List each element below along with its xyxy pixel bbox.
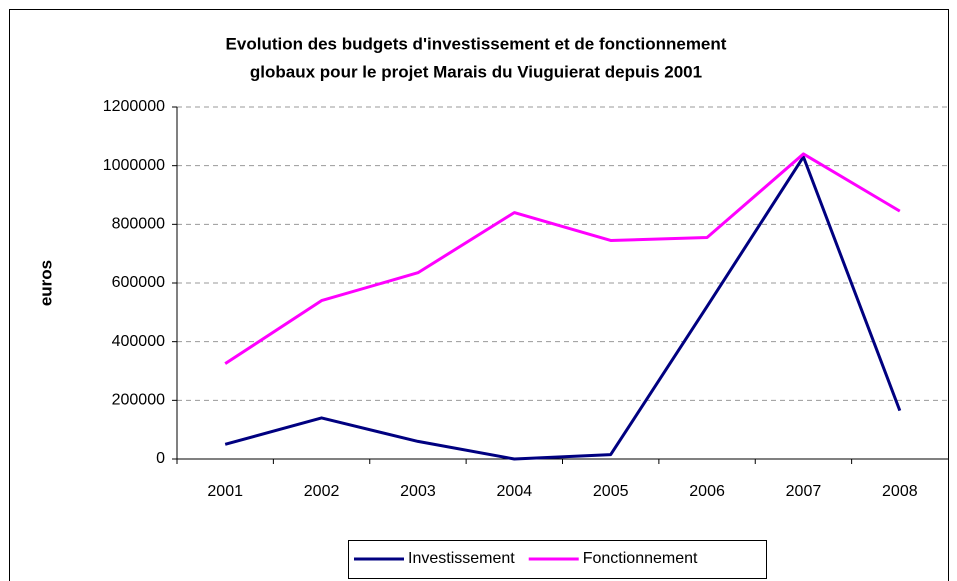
chart-frame [9, 9, 949, 581]
x-tick-label: 2007 [786, 483, 822, 500]
series-line [224, 152, 901, 365]
y-axis-label: euros [36, 260, 55, 306]
y-tick-label: 1000000 [103, 157, 165, 174]
chart-title: Evolution des budgets d'investissement e… [226, 34, 727, 53]
x-tick-label: 2002 [304, 483, 340, 500]
x-tick-label: 2006 [689, 483, 725, 500]
y-tick-label: 800000 [112, 216, 165, 233]
chart-title: globaux pour le projet Marais du Viuguie… [250, 62, 702, 81]
y-tick-label: 400000 [112, 333, 165, 350]
x-tick-label: 2001 [207, 483, 243, 500]
legend-label: Fonctionnement [583, 550, 698, 567]
y-tick-label: 200000 [112, 392, 165, 409]
x-tick-label: 2008 [882, 483, 918, 500]
x-tick-label: 2004 [497, 483, 533, 500]
y-tick-label: 1200000 [103, 98, 165, 115]
series-line [224, 155, 902, 461]
y-tick-label: 600000 [112, 274, 165, 291]
x-tick-label: 2003 [400, 483, 436, 500]
y-tick-label: 0 [156, 450, 165, 467]
x-tick-label: 2005 [593, 483, 629, 500]
legend-label: Investissement [408, 550, 515, 567]
